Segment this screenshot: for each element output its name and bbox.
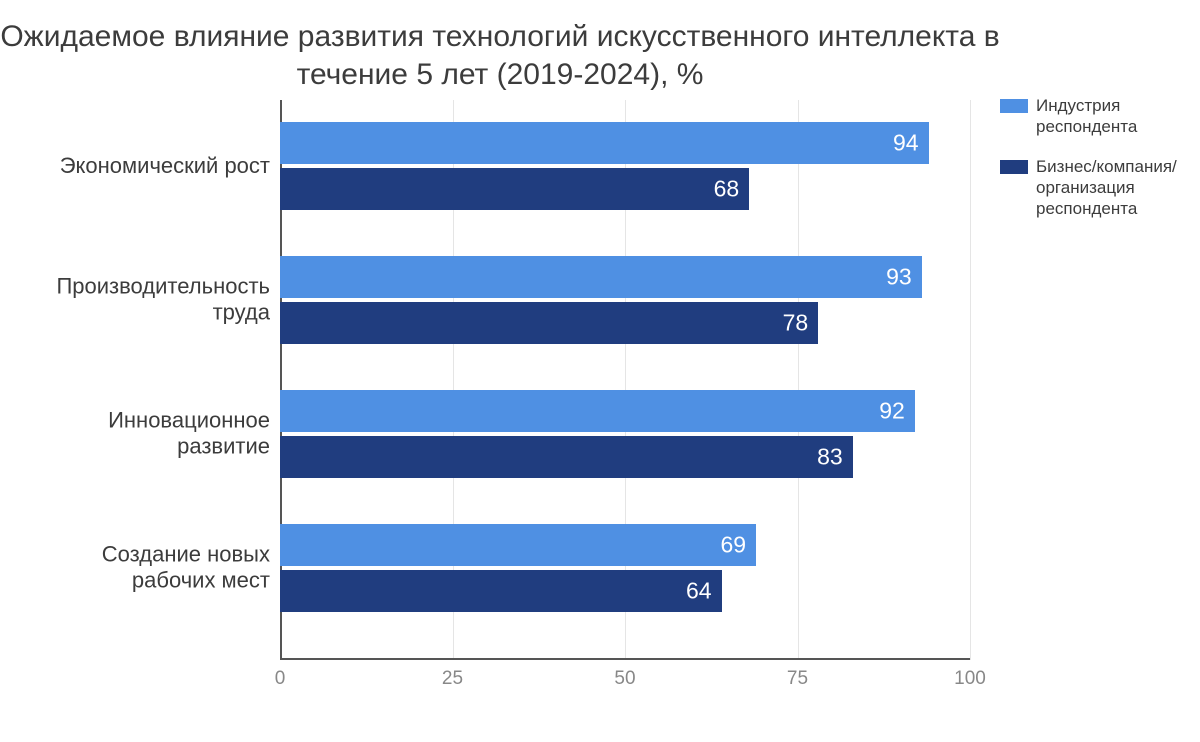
bar-value-label: 92: [879, 398, 905, 425]
category-label: Производительность труда: [20, 274, 270, 327]
bar-value-label: 69: [721, 532, 747, 559]
bar: 78: [280, 302, 818, 344]
category-label: Экономический рост: [20, 153, 270, 179]
bar: 83: [280, 436, 853, 478]
bar-value-label: 93: [886, 264, 912, 291]
x-tick-label: 25: [442, 668, 463, 690]
chart-legend: Индустрия респондента Бизнес/компания/орг…: [1000, 95, 1190, 237]
bar: 92: [280, 390, 915, 432]
gridline: [798, 100, 799, 660]
x-axis: [280, 658, 970, 660]
legend-swatch: [1000, 99, 1028, 113]
legend-label: Индустрия респондента: [1036, 95, 1190, 138]
chart-title: Ожидаемое влияние развития технологий ис…: [0, 18, 1000, 93]
chart-container: Ожидаемое влияние развития технологий ис…: [0, 0, 1200, 742]
legend-item: Бизнес/компания/организация респондента: [1000, 156, 1190, 220]
x-tick-label: 0: [275, 668, 286, 690]
legend-swatch: [1000, 160, 1028, 174]
legend-item: Индустрия респондента: [1000, 95, 1190, 138]
bar-value-label: 78: [783, 310, 809, 337]
bar: 94: [280, 122, 929, 164]
legend-label: Бизнес/компания/организация респондента: [1036, 156, 1190, 220]
x-tick-label: 75: [787, 668, 808, 690]
category-label: Создание новых рабочих мест: [20, 542, 270, 595]
bar: 93: [280, 256, 922, 298]
x-tick-label: 50: [614, 668, 635, 690]
bar-value-label: 64: [686, 578, 712, 605]
bar: 68: [280, 168, 749, 210]
gridline: [970, 100, 971, 660]
x-tick-label: 100: [954, 668, 986, 690]
bar: 64: [280, 570, 722, 612]
bar: 69: [280, 524, 756, 566]
bar-value-label: 94: [893, 130, 919, 157]
bar-value-label: 68: [714, 176, 740, 203]
chart-plot-area: 02550751009468937892836964: [280, 100, 970, 660]
bar-value-label: 83: [817, 444, 843, 471]
category-label: Инновационное развитие: [20, 408, 270, 461]
